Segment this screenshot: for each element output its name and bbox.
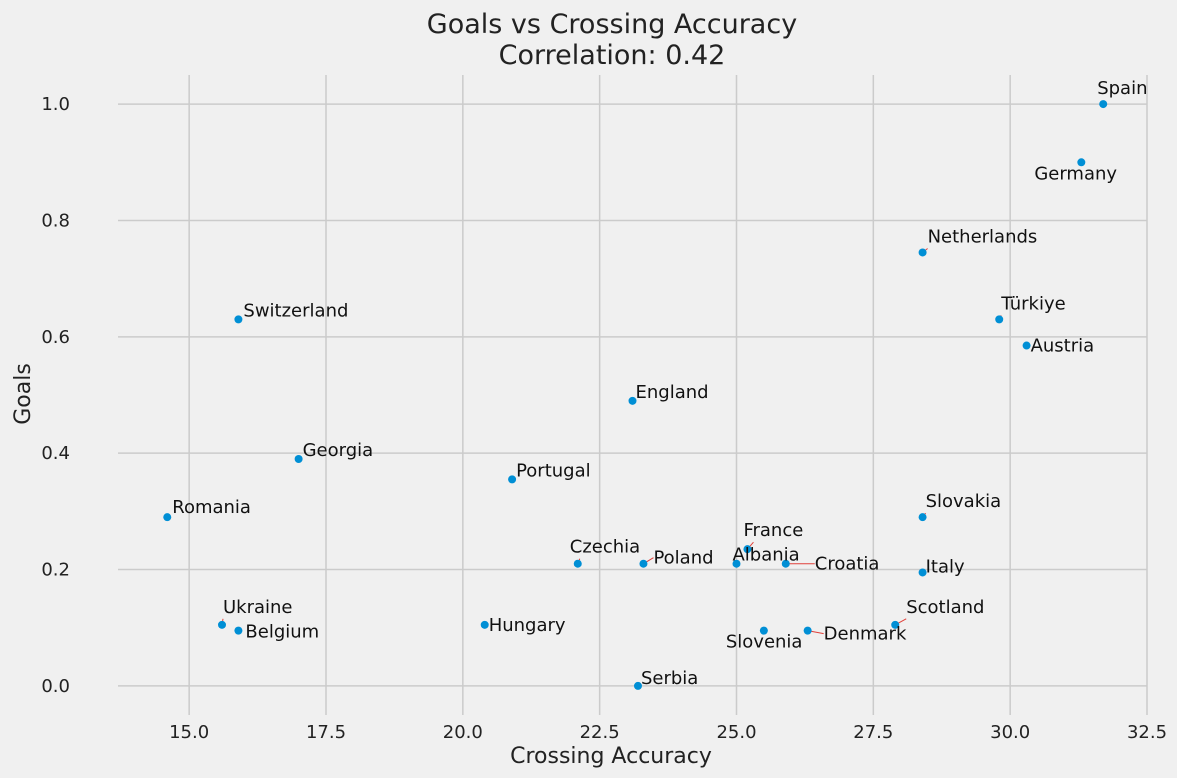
x-tick-label: 20.0 <box>443 722 483 743</box>
point-label: France <box>743 520 803 541</box>
y-tick-label: 0.2 <box>41 560 70 581</box>
data-point <box>217 620 226 629</box>
point-label: Spain <box>1097 78 1147 99</box>
data-point <box>633 681 642 690</box>
point-label: Albania <box>732 545 799 566</box>
point-label: Romania <box>172 497 251 518</box>
point-label: Denmark <box>824 624 907 645</box>
x-tick-label: 25.0 <box>716 722 756 743</box>
data-point <box>891 620 900 629</box>
y-axis-label: Goals <box>11 363 36 425</box>
data-point <box>234 626 243 635</box>
data-point <box>508 475 517 484</box>
y-tick-label: 1.0 <box>41 94 70 115</box>
data-point <box>732 559 741 568</box>
data-point <box>294 455 303 463</box>
x-axis-label: Crossing Accuracy <box>510 744 712 769</box>
point-label: Croatia <box>815 554 880 575</box>
data-point <box>628 396 637 405</box>
x-tick-labels: 15.0 17.5 20.0 22.5 25.0 27.5 30.0 32.5 <box>169 722 1167 743</box>
x-tick-label: 30.0 <box>990 722 1030 743</box>
point-label: Türkiye <box>1000 293 1065 314</box>
point-label: England <box>636 382 709 403</box>
data-point <box>803 626 812 635</box>
x-tick-label: 27.5 <box>853 722 893 743</box>
x-tick-label: 15.0 <box>169 722 209 743</box>
point-label: Italy <box>926 556 965 577</box>
data-point <box>639 559 648 568</box>
point-label: Portugal <box>516 460 591 481</box>
grid <box>118 75 1148 715</box>
point-label: Switzerland <box>243 300 348 321</box>
point-label: Slovenia <box>726 632 803 653</box>
y-tick-label: 0.6 <box>41 327 70 348</box>
point-label: Georgia <box>303 440 374 461</box>
point-label: Czechia <box>570 537 640 558</box>
data-point <box>163 513 172 522</box>
data-point <box>759 626 768 635</box>
data-point <box>573 559 582 568</box>
data-point <box>743 545 752 554</box>
data-point <box>918 513 927 522</box>
data-point <box>918 248 927 257</box>
data-point <box>781 559 790 568</box>
point-labels: Spain Germany Netherlands Türkiye Austria Swi… <box>172 78 1147 689</box>
x-tick-label: 17.5 <box>306 722 346 743</box>
point-label: Germany <box>1034 163 1117 184</box>
chart-subtitle: Correlation: 0.42 <box>499 40 726 71</box>
x-tick-label: 22.5 <box>580 722 620 743</box>
data-point <box>1077 158 1086 167</box>
data-point <box>918 568 927 577</box>
data-point <box>995 315 1004 324</box>
point-label: Hungary <box>489 615 566 636</box>
point-label: Poland <box>653 548 713 569</box>
point-label: Netherlands <box>928 226 1038 247</box>
y-tick-label: 0.0 <box>41 676 70 697</box>
point-label: Slovakia <box>926 491 1002 512</box>
point-label: Scotland <box>906 597 984 618</box>
point-label: Belgium <box>245 622 319 643</box>
data-point <box>234 315 243 324</box>
data-point <box>480 620 489 629</box>
data-points <box>163 100 1108 690</box>
x-tick-label: 32.5 <box>1127 722 1167 743</box>
point-label: Austria <box>1031 336 1095 357</box>
y-tick-label: 0.8 <box>41 210 70 231</box>
y-tick-labels: 0.0 0.2 0.4 0.6 0.8 1.0 <box>41 94 70 697</box>
data-point <box>1099 100 1108 109</box>
y-tick-label: 0.4 <box>41 443 70 464</box>
point-label: Ukraine <box>223 597 293 618</box>
chart-title: Goals vs Crossing Accuracy <box>427 9 797 40</box>
data-point <box>1022 341 1031 350</box>
point-label: Serbia <box>641 668 698 689</box>
